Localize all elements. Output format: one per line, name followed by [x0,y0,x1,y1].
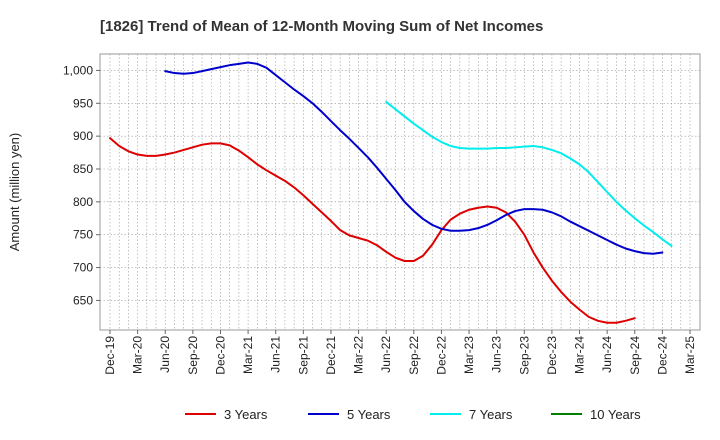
series-lines [109,61,673,324]
plot-frame [99,53,701,331]
x-tick-label: Jun-21 [269,336,283,373]
y-axis-ticks: 650 700 750 800 850 900 950 1,000 [63,63,100,307]
legend-label: 10 Years [590,407,641,422]
y-tick-label: 650 [73,293,93,307]
x-tick-label: Dec-23 [545,336,559,375]
x-tick-label: Mar-21 [241,336,255,374]
x-axis-ticks: Dec-19 Mar-20 Jun-20 Sep-20 Dec-20 Mar-21 Jun-… [103,330,697,375]
x-tick-label: Dec-20 [213,336,227,375]
plot-area [99,53,701,331]
series-line-7-years [385,100,673,247]
x-tick-label: Dec-24 [655,336,669,375]
legend-label: 3 Years [224,407,268,422]
y-axis-label: Amount (million yen) [7,133,22,252]
x-tick-label: Sep-21 [296,336,310,375]
x-tick-label: Dec-21 [324,336,338,375]
y-tick-label: 850 [73,162,93,176]
series-line-3-years [109,137,636,324]
y-tick-label: 750 [73,228,93,242]
x-tick-label: Mar-23 [462,336,476,374]
y-tick-label: 800 [73,195,93,209]
x-tick-label: Mar-24 [573,336,587,374]
x-tick-label: Sep-20 [186,336,200,375]
x-tick-label: Sep-23 [517,336,531,375]
y-tick-label: 900 [73,129,93,143]
x-tick-label: Jun-22 [379,336,393,373]
x-tick-label: Mar-20 [131,336,145,374]
x-tick-label: Jun-24 [600,336,614,373]
x-tick-label: Dec-19 [103,336,117,375]
x-tick-label: Jun-23 [490,336,504,373]
y-tick-label: 950 [73,96,93,110]
series-line-5-years [164,61,664,255]
legend-label: 7 Years [469,407,513,422]
legend: 3 Years 5 Years 7 Years 10 Years [185,407,641,422]
legend-label: 5 Years [347,407,391,422]
grid-lines [100,54,700,330]
x-tick-label: Dec-22 [434,336,448,375]
x-tick-label: Sep-22 [407,336,421,375]
x-tick-label: Mar-22 [352,336,366,374]
x-tick-label: Jun-20 [158,336,172,373]
chart-title: [1826] Trend of Mean of 12-Month Moving … [100,18,543,35]
y-tick-label: 700 [73,261,93,275]
y-tick-label: 1,000 [63,63,93,77]
x-tick-label: Sep-24 [628,336,642,375]
x-tick-label: Mar-25 [683,336,697,374]
